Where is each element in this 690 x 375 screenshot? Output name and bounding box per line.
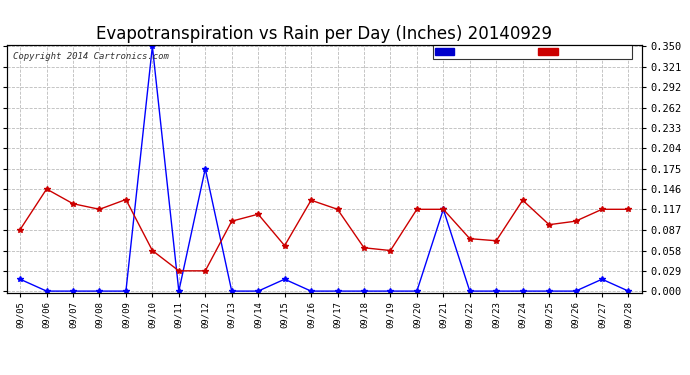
Text: Copyright 2014 Cartronics.com: Copyright 2014 Cartronics.com: [13, 53, 169, 62]
Legend: Rain  (Inches), ET  (Inches): Rain (Inches), ET (Inches): [433, 45, 632, 59]
Title: Evapotranspiration vs Rain per Day (Inches) 20140929: Evapotranspiration vs Rain per Day (Inch…: [97, 26, 552, 44]
